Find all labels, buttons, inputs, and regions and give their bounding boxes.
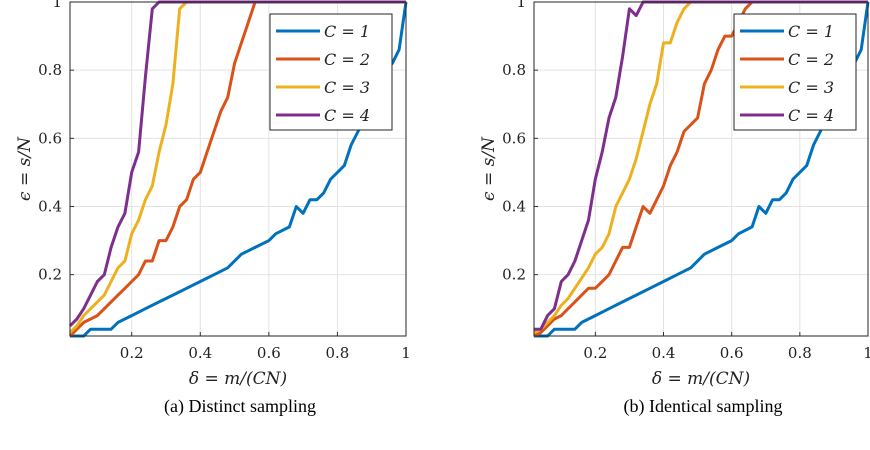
- subfigure-caption: (b) Identical sampling: [624, 396, 783, 417]
- legend-entry: C = 3: [788, 78, 834, 97]
- legend-entry: C = 3: [324, 78, 370, 97]
- y-tick-label: 0.6: [38, 129, 62, 147]
- y-tick-label: 1: [52, 0, 62, 11]
- y-tick-label: 0.2: [38, 266, 62, 284]
- series-line-c4: [68, 0, 406, 327]
- series-line-c2: [68, 0, 262, 338]
- subfigure-caption: (a) Distinct sampling: [164, 396, 316, 417]
- x-tick-label: 0.6: [257, 344, 281, 362]
- legend-entry: C = 4: [324, 106, 370, 125]
- y-tick-label: 0.8: [502, 61, 526, 79]
- x-tick-label: 0.6: [720, 344, 744, 362]
- y-axis-label: ϵ = s/N: [479, 136, 499, 201]
- y-tick-label: 1: [516, 0, 526, 11]
- x-axis-label: δ = m/(CN): [652, 369, 750, 389]
- x-tick-label: 0.8: [325, 344, 349, 362]
- subplot-b: 0.2 0.4 0.6 0.8 10.20.40.60.81C = 1C = 2C = …: [479, 0, 870, 417]
- axes-frame: [533, 1, 869, 337]
- x-tick-label: 0.8: [788, 344, 812, 362]
- series-line-c3: [533, 0, 692, 334]
- x-tick-label: 0.2: [583, 344, 607, 362]
- legend-box: [269, 13, 393, 131]
- legend-box: [733, 13, 857, 131]
- legend-entry: C = 1: [324, 22, 370, 41]
- x-axis-label: δ = m/(CN): [189, 369, 287, 389]
- subplot-a: 0.2 0.4 0.6 0.8 10.20.40.60.81C = 1C = 2C = …: [15, 0, 411, 417]
- y-tick-label: 0.8: [38, 61, 62, 79]
- series-line-c4: [534, 0, 868, 331]
- series-line-c3: [68, 0, 188, 334]
- legend: C = 1 C = 2 C = 3 C = 4: [733, 13, 857, 131]
- y-axis-label: ϵ = s/N: [15, 136, 35, 201]
- x-tick-label: 0.2: [120, 344, 144, 362]
- legend-entry: C = 2: [788, 50, 834, 69]
- legend-entry: C = 1: [788, 22, 834, 41]
- series-line-c2: [533, 0, 759, 338]
- y-tick-label: 0.4: [38, 197, 62, 215]
- legend-entry: C = 4: [788, 106, 834, 125]
- legend-entry: C = 2: [324, 50, 370, 69]
- x-tick-label: 1: [863, 344, 870, 362]
- x-tick-label: 0.4: [652, 344, 676, 362]
- y-tick-label: 0.4: [502, 197, 526, 215]
- y-tick-label: 0.2: [502, 266, 526, 284]
- y-tick-label: 0.6: [502, 129, 526, 147]
- legend: C = 1 C = 2 C = 3 C = 4: [269, 13, 393, 131]
- x-tick-label: 0.4: [188, 344, 212, 362]
- axes-frame: [69, 1, 407, 337]
- x-tick-label: 1: [401, 344, 411, 362]
